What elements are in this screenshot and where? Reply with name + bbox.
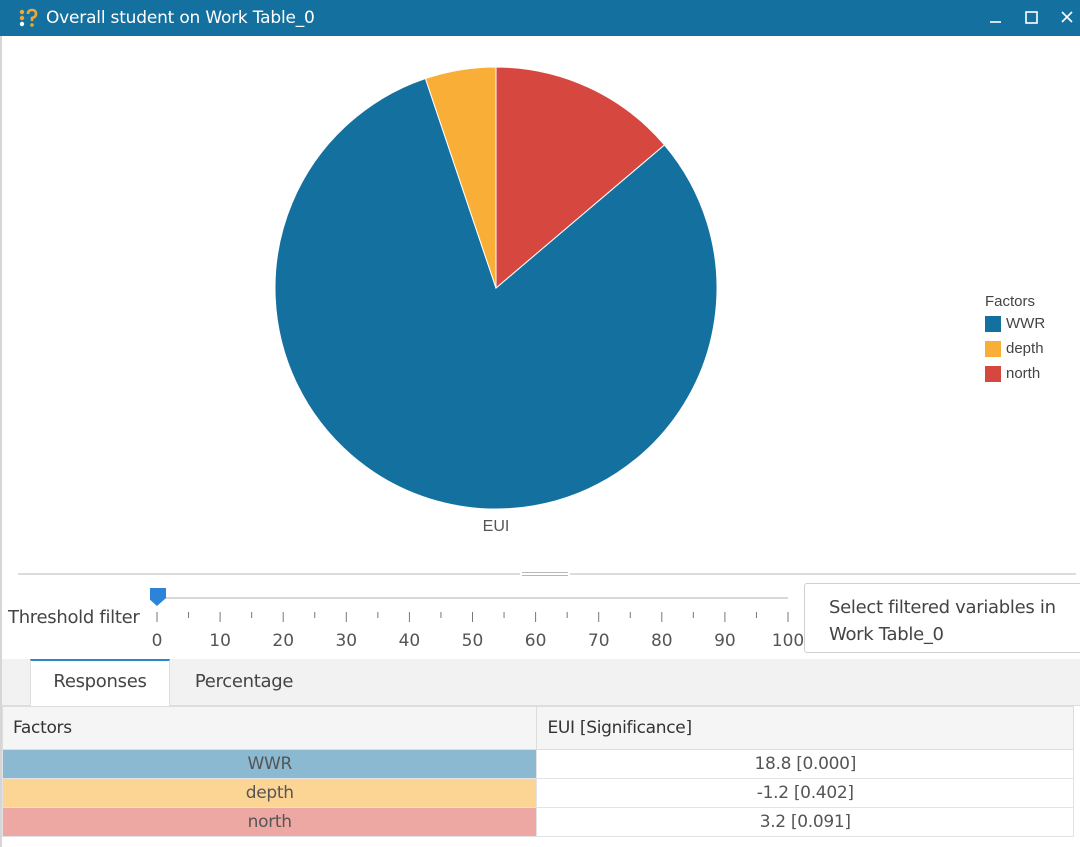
table-row[interactable]: WWR 18.8 [0.000] (1, 749, 1074, 779)
slider-tick-label: 0 (152, 631, 163, 651)
app-logo-icon (19, 8, 38, 27)
eui-cell[interactable]: 18.8 [0.000] (536, 749, 1074, 779)
pie-slice-north[interactable] (495, 66, 666, 290)
results-table: Factors EUI [Significance] WWR 18.8 [0.00… (1, 706, 1074, 837)
tab-bar: Responses Percentage (2, 659, 1080, 706)
table-row[interactable]: depth -1.2 [0.402] (1, 778, 1074, 808)
slider-tick-label: 20 (272, 631, 294, 651)
legend-swatch (985, 341, 1001, 357)
legend-label: north (1006, 365, 1041, 382)
slider-tick-label: 100 (772, 631, 804, 651)
pie-chart: EUI (274, 66, 718, 535)
legend-swatch (985, 316, 1001, 332)
legend-item-depth[interactable]: depth (985, 340, 1045, 365)
slider-tick-label: 50 (462, 631, 484, 651)
legend-swatch (985, 366, 1001, 382)
tab-responses[interactable]: Responses (30, 659, 170, 706)
slider-tick-label: 70 (588, 631, 610, 651)
slider-tick-label: 10 (209, 631, 231, 651)
eui-cell[interactable]: 3.2 [0.091] (536, 807, 1074, 837)
threshold-slider[interactable]: 0 10 20 30 40 50 60 70 80 90 100 (150, 584, 810, 658)
slider-tick-label: 60 (525, 631, 547, 651)
legend-item-north[interactable]: north (985, 365, 1045, 390)
splitter-grip[interactable] (520, 571, 570, 577)
maximize-button[interactable] (1019, 6, 1045, 30)
pie-slice-wwr[interactable] (274, 77, 718, 510)
window-border (0, 36, 2, 847)
factor-cell[interactable]: north (1, 807, 538, 837)
header-factors[interactable]: Factors (1, 706, 538, 750)
maximize-icon (1025, 11, 1038, 24)
threshold-label: Threshold filter (8, 607, 140, 628)
eui-cell[interactable]: -1.2 [0.402] (536, 778, 1074, 808)
legend-item-wwr[interactable]: WWR (985, 315, 1045, 340)
legend-label: WWR (1006, 315, 1046, 332)
minimize-button[interactable] (983, 6, 1009, 30)
tab-percentage[interactable]: Percentage (194, 671, 294, 692)
chart-legend: Factors WWR depth north (985, 293, 1045, 390)
slider-tick-label: 30 (335, 631, 357, 651)
chart-area: EUI Factors WWR depth north (0, 36, 1080, 566)
factor-cell[interactable]: WWR (1, 749, 538, 779)
pie-xlabel: EUI (483, 518, 510, 535)
title-bar: Overall student on Work Table_0 (0, 0, 1080, 36)
slider-thumb[interactable] (150, 588, 166, 606)
table-header-row: Factors EUI [Significance] (1, 706, 1074, 750)
factor-cell[interactable]: depth (1, 778, 538, 808)
legend-title: Factors (985, 293, 1036, 310)
minimize-icon (990, 21, 1001, 23)
select-filtered-variables-button[interactable]: Select filtered variables in Work Table_… (804, 583, 1080, 653)
window-title: Overall student on Work Table_0 (46, 8, 315, 28)
header-eui-significance[interactable]: EUI [Significance] (536, 706, 1074, 750)
slider-tick-label: 40 (399, 631, 421, 651)
close-button[interactable] (1054, 6, 1080, 30)
slider-tick-label: 90 (714, 631, 736, 651)
table-row[interactable]: north 3.2 [0.091] (1, 807, 1074, 837)
legend-label: depth (1006, 340, 1044, 357)
close-icon (1061, 11, 1073, 23)
slider-tick-label: 80 (651, 631, 673, 651)
